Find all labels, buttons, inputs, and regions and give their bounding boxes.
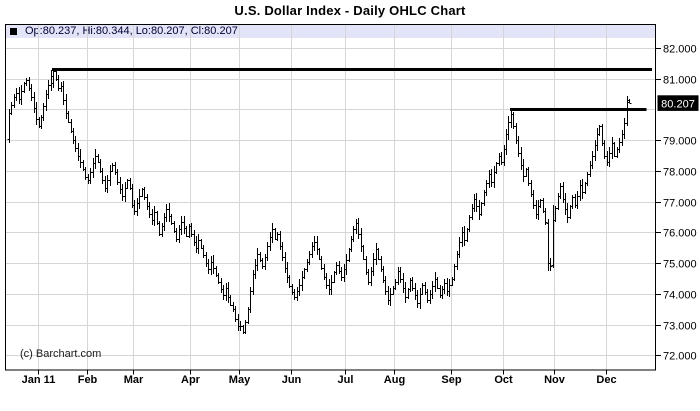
y-axis: 82.000 81.000 79.000 78.000 77.000 76.000 75.0…: [655, 44, 697, 363]
y-axis-tick-label: 77.000: [663, 198, 697, 210]
series-marker-icon: [10, 28, 17, 35]
y-axis-tick-label: 72.000: [663, 351, 697, 363]
x-axis-month-label: Apr: [181, 374, 201, 386]
x-axis-month-label: Oct: [494, 374, 513, 386]
x-axis-month-label: Feb: [78, 374, 98, 386]
last-price-tag-label: 80.207: [661, 98, 695, 110]
last-price-tag-background: [657, 95, 699, 111]
x-axis-month-label: Jul: [338, 374, 354, 386]
ohlc-info-bar: Op:80.237, Hi:80.344, Lo:80.207, Cl:80.2…: [6, 25, 655, 38]
y-axis-tick-label: 81.000: [663, 75, 697, 87]
y-axis-tick-label: 78.000: [663, 167, 697, 179]
x-axis: Jan 11 Feb Mar Apr May Jun Jul Aug Sep Oct Nov Dec: [22, 370, 617, 386]
y-axis-tick-label: 73.000: [663, 321, 697, 333]
x-axis-month-label: May: [229, 374, 251, 386]
watermark-text: (c) Barchart.com: [20, 348, 101, 360]
x-axis-month-label: Jan 11: [22, 374, 56, 386]
x-axis-month-label: Dec: [596, 374, 616, 386]
y-axis-tick-label: 75.000: [663, 259, 697, 271]
resistance-lines: [52, 68, 652, 111]
x-axis-month-label: Sep: [441, 374, 461, 386]
ohlc-bars: [7, 69, 632, 334]
gridlines: [6, 25, 655, 370]
ohlc-bars-path: [7, 69, 632, 334]
x-axis-month-label: Aug: [384, 374, 405, 386]
chart-title: U.S. Dollar Index - Daily OHLC Chart: [234, 3, 466, 18]
y-axis-tick-label: 74.000: [663, 290, 697, 302]
x-axis-month-label: Mar: [124, 374, 144, 386]
y-axis-tick-label: 79.000: [663, 136, 697, 148]
plot-border-rect: [5, 24, 656, 371]
x-axis-month-label: Nov: [544, 374, 566, 386]
y-axis-tick-label: 76.000: [663, 228, 697, 240]
x-axis-month-label: Jun: [282, 374, 302, 386]
plot-border: [5, 24, 656, 371]
last-price-tag: 80.207: [657, 95, 699, 111]
y-axis-tick-label: 82.000: [663, 44, 697, 56]
ohlc-values-text: Op:80.237, Hi:80.344, Lo:80.207, Cl:80.2…: [25, 25, 238, 37]
